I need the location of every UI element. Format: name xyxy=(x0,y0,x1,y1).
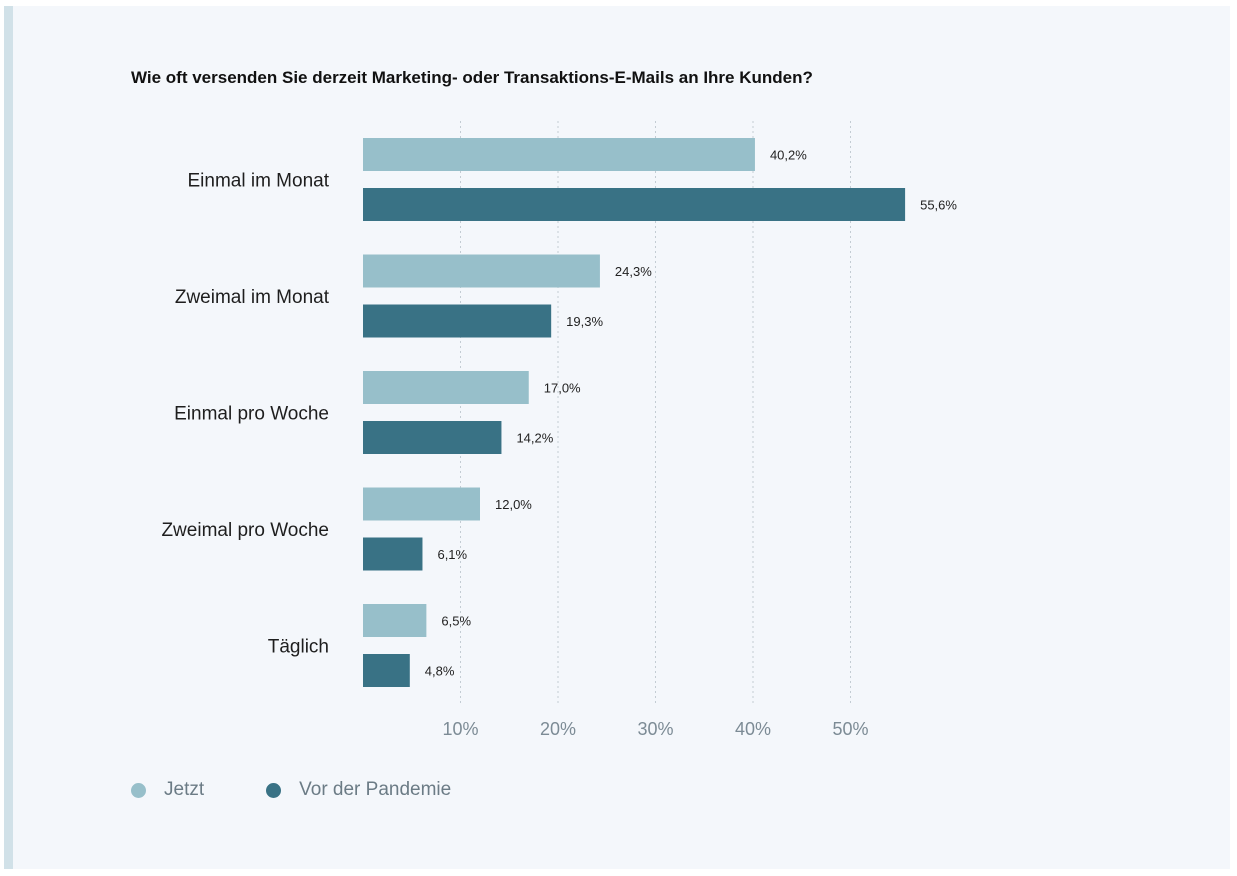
category-label: Zweimal pro Woche xyxy=(161,520,329,541)
bar-jetzt xyxy=(363,138,755,171)
category-label: Zweimal im Monat xyxy=(175,287,330,308)
x-tick-label-50: 50% xyxy=(832,719,868,739)
data-label-vor-der-pandemie: 14,2% xyxy=(516,431,553,446)
category-label: Täglich xyxy=(268,637,329,658)
chart-legend: Jetzt Vor der Pandemie xyxy=(131,779,513,801)
x-tick-label-10: 10% xyxy=(442,719,478,739)
category-label: Einmal im Monat xyxy=(188,171,330,192)
bar-jetzt xyxy=(363,604,427,637)
bar-vor-der-pandemie xyxy=(363,537,423,571)
legend-item-vor-der-pandemie: Vor der Pandemie xyxy=(266,779,451,801)
legend-swatch-jetzt xyxy=(131,782,146,798)
data-label-jetzt: 24,3% xyxy=(615,264,652,279)
data-label-vor-der-pandemie: 6,1% xyxy=(437,547,467,562)
data-label-jetzt: 12,0% xyxy=(495,497,532,512)
data-label-jetzt: 6,5% xyxy=(441,614,471,629)
bar-jetzt xyxy=(363,254,600,288)
bar-vor-der-pandemie xyxy=(363,188,906,221)
data-label-vor-der-pandemie: 4,8% xyxy=(425,664,455,679)
legend-swatch-vor-der-pandemie xyxy=(266,782,282,798)
bar-jetzt xyxy=(363,487,480,521)
legend-label-vor-der-pandemie: Vor der Pandemie xyxy=(299,779,452,800)
data-label-vor-der-pandemie: 55,6% xyxy=(920,198,957,213)
category-label: Einmal pro Woche xyxy=(174,404,329,425)
bar-vor-der-pandemie xyxy=(363,421,502,454)
data-label-vor-der-pandemie: 19,3% xyxy=(566,314,603,329)
legend-label-jetzt: Jetzt xyxy=(164,779,205,800)
legend-item-jetzt: Jetzt xyxy=(131,779,204,801)
x-tick-label-40: 40% xyxy=(735,719,771,739)
data-label-jetzt: 40,2% xyxy=(770,148,807,163)
x-tick-label-30: 30% xyxy=(637,719,673,739)
bar-vor-der-pandemie xyxy=(363,654,410,687)
bar-jetzt xyxy=(363,371,529,404)
data-label-jetzt: 17,0% xyxy=(544,381,581,396)
x-tick-label-20: 20% xyxy=(540,719,576,739)
chart-title: Wie oft versenden Sie derzeit Marketing-… xyxy=(131,68,813,87)
bar-vor-der-pandemie xyxy=(363,304,552,338)
